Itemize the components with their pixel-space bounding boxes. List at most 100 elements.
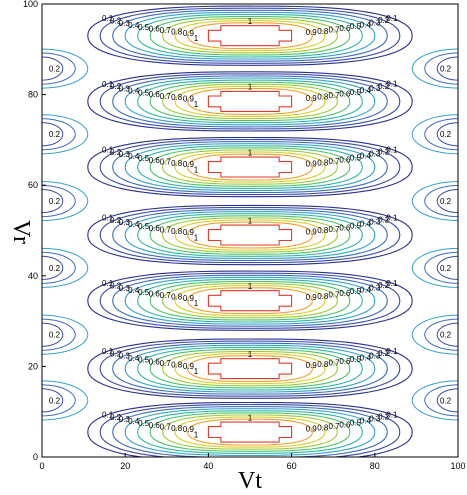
contour-label: 0.2 <box>440 264 452 273</box>
contour-label: 0.1 <box>386 279 398 288</box>
contour-label: 0.7 <box>160 92 172 101</box>
contour-label: 0.4 <box>360 220 372 229</box>
contour-line <box>411 180 458 222</box>
contour-label: 0.2 <box>110 282 122 291</box>
contour-line <box>411 48 458 89</box>
contour-line <box>42 188 64 214</box>
contour-label: 0.3 <box>119 19 131 28</box>
contour-label: 0.5 <box>138 23 150 32</box>
contour-label: 1 <box>194 34 199 43</box>
contour-label: 0.7 <box>328 291 340 300</box>
contour-line <box>99 206 401 264</box>
contour-label: 0.8 <box>171 361 183 370</box>
contour-label: 0.8 <box>317 226 329 235</box>
contour-line <box>436 122 458 147</box>
contour-label: 0.4 <box>360 20 372 29</box>
contour-labels: 0.10.1 0.20.2 0.30.3 0.40.4 0.50.5 0.60.6 0.70… <box>49 14 452 440</box>
contour-label: 0.1 <box>102 80 114 89</box>
contour-line <box>424 318 458 351</box>
contour-line <box>174 20 326 52</box>
contour-label: 0.4 <box>128 417 140 426</box>
contour-label: 0.3 <box>119 415 131 424</box>
contour-line <box>149 81 351 122</box>
contour-label: 0.1 <box>386 80 398 89</box>
x-tick-label: 60 <box>287 461 297 471</box>
contour-label: 0.4 <box>128 220 140 229</box>
contour-label: 0.2 <box>378 82 390 91</box>
contour-label: 0.5 <box>350 154 362 163</box>
contour-line <box>42 255 64 280</box>
contour-label: 0.1 <box>386 410 398 419</box>
contour-label: 0.8 <box>171 424 183 433</box>
contour-label: 0.6 <box>339 24 351 33</box>
contour-line <box>87 338 413 399</box>
contour-label: 0.2 <box>440 65 452 74</box>
contour-line <box>112 342 388 395</box>
contour-label: 0.3 <box>119 218 131 227</box>
contour-label: 0.8 <box>317 292 329 301</box>
contour-label: 0.9 <box>183 362 195 371</box>
contour-label: 0.3 <box>369 18 381 27</box>
contour-label: 0.1 <box>102 214 114 223</box>
contour-label: 0.1 <box>386 213 398 222</box>
contour-label: 0.2 <box>440 331 452 340</box>
contour-label: 0.3 <box>369 283 381 292</box>
contour-line <box>436 388 458 413</box>
contour-line <box>42 380 89 421</box>
contour-line <box>207 156 293 178</box>
contour-line <box>162 83 338 120</box>
contour-label: 0.5 <box>350 22 362 31</box>
contour-label: 0.2 <box>49 396 61 405</box>
contour-line <box>112 406 388 457</box>
contour-label: 0.2 <box>378 413 390 422</box>
contour-line <box>207 90 293 112</box>
contour-line <box>124 11 376 60</box>
contour-line <box>99 73 401 130</box>
contour-line <box>42 322 64 347</box>
contour-label: 0.8 <box>171 159 183 168</box>
x-axis: 0 20 40 60 80 100 <box>39 453 466 471</box>
contour-label: 0.8 <box>171 293 183 302</box>
contour-line <box>99 7 401 64</box>
contour-label: 0.7 <box>328 422 340 431</box>
contour-line <box>174 285 326 317</box>
contour-label: 0.2 <box>110 82 122 91</box>
x-tick-label: 40 <box>203 461 213 471</box>
contour-label: 0.6 <box>149 290 161 299</box>
contour-label: 0.9 <box>183 94 195 103</box>
contour-label: 0.6 <box>339 223 351 232</box>
contour-line <box>137 346 363 391</box>
contour-line <box>174 151 326 183</box>
contour-line <box>124 344 376 393</box>
contour-label: 0.6 <box>339 357 351 366</box>
contour-line <box>162 283 338 319</box>
contour-label: 1 <box>248 148 253 157</box>
contour-label: 0.3 <box>119 284 131 293</box>
contour-label: 0.3 <box>369 415 381 424</box>
contour-label: 0.4 <box>128 152 140 161</box>
contour-label: 0.2 <box>378 216 390 225</box>
contour-label: 0.9 <box>306 227 318 236</box>
contour-label: 1 <box>194 233 199 242</box>
contour-label: 0.4 <box>360 86 372 95</box>
contour-label: 1 <box>194 299 199 308</box>
contour-line <box>42 48 89 89</box>
contour-line <box>187 153 313 181</box>
contour-label: 0.1 <box>386 145 398 154</box>
contour-label: 1 <box>248 83 253 92</box>
contour-label: 0.6 <box>339 289 351 298</box>
x-tick-label: 100 <box>450 461 465 471</box>
contour-label: 0.6 <box>149 156 161 165</box>
contour-label: 0.2 <box>49 264 61 273</box>
contour-line <box>187 287 313 315</box>
contour-label: 0.7 <box>328 358 340 367</box>
contour-label: 0.9 <box>306 28 318 37</box>
contour-label: 0.9 <box>306 94 318 103</box>
y-tick-label: 20 <box>28 361 38 371</box>
contour-label: 0.2 <box>378 349 390 358</box>
plot-frame <box>41 3 459 458</box>
contour-line <box>112 209 388 262</box>
y-axis: 0 20 40 60 80 100 <box>23 0 46 462</box>
contour-line <box>87 401 413 457</box>
